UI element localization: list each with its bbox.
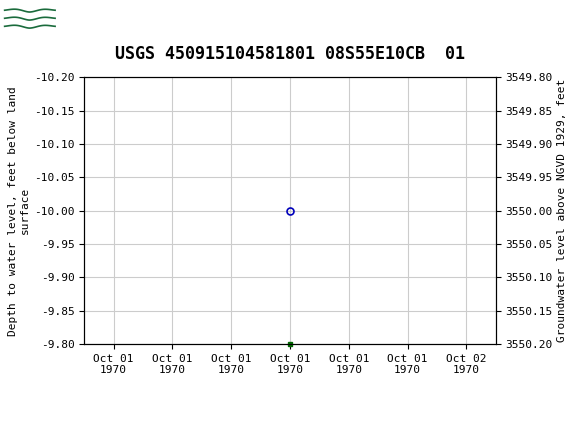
- Text: USGS 450915104581801 08S55E10CB  01: USGS 450915104581801 08S55E10CB 01: [115, 45, 465, 63]
- Text: USGS: USGS: [67, 9, 118, 27]
- FancyBboxPatch shape: [3, 3, 58, 34]
- Y-axis label: Depth to water level, feet below land
surface: Depth to water level, feet below land su…: [8, 86, 30, 335]
- Y-axis label: Groundwater level above NGVD 1929, feet: Groundwater level above NGVD 1929, feet: [557, 79, 567, 342]
